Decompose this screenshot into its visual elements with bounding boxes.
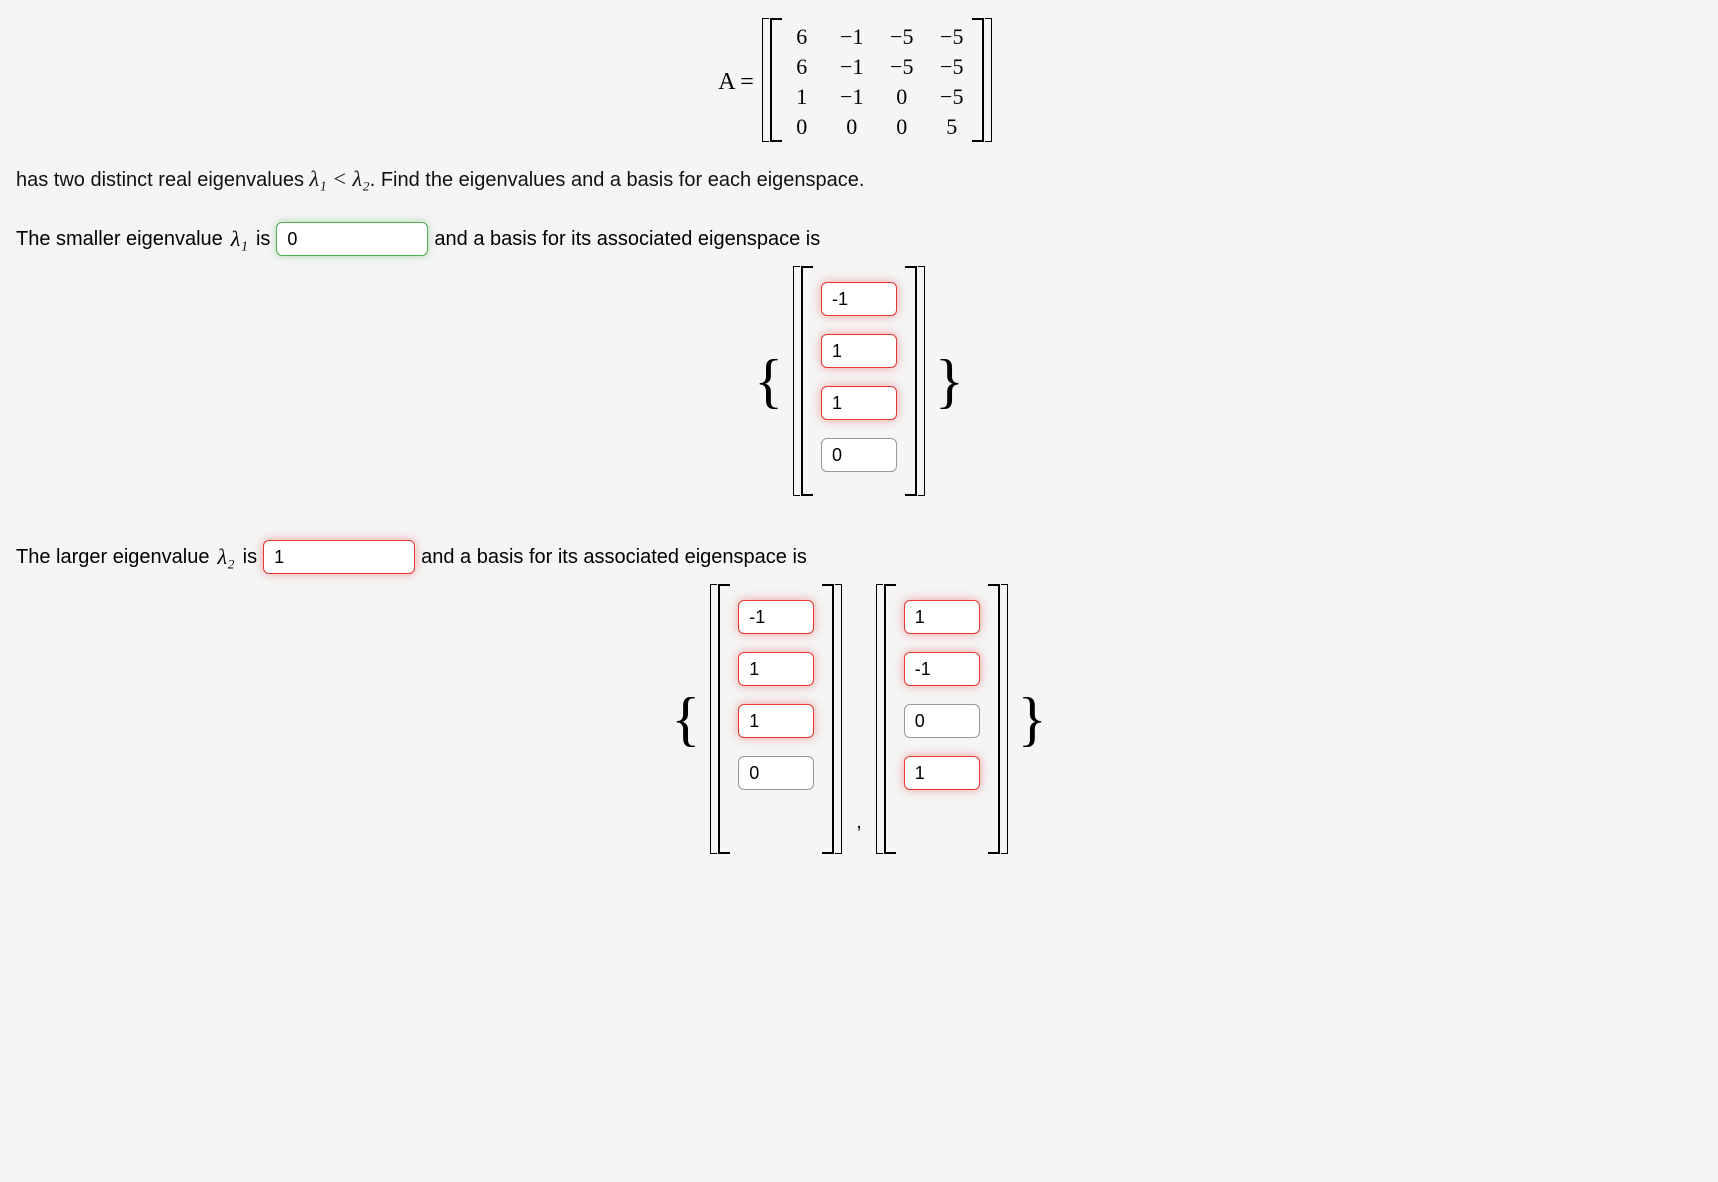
bracket-outer-right [836, 584, 842, 854]
basis-vector: -1 1 1 0 [708, 584, 844, 854]
matrix-cell: 6 [788, 24, 816, 50]
lambda1-line: The smaller eigenvalue λ₁ is 0 and a bas… [16, 222, 1702, 256]
vector-entry-input[interactable]: 0 [904, 704, 980, 738]
lambda2-pre: The larger eigenvalue [16, 546, 209, 569]
lambda1-mid: is [256, 228, 270, 251]
lambda1-post: and a basis for its associated eigenspac… [434, 228, 820, 251]
statement-relation: λ₁ < λ₂ [310, 166, 370, 191]
basis-vector: 1 -1 0 1 [874, 584, 1010, 854]
bracket-right [907, 266, 917, 496]
lambda2-basis: { -1 1 1 0, 1 -1 0 1} [16, 584, 1702, 854]
vector-column: 1 -1 0 1 [894, 584, 990, 854]
vector-entry-input[interactable]: -1 [738, 600, 814, 634]
matrix-cell: 1 [788, 84, 816, 110]
matrix-cell: −5 [938, 54, 966, 80]
matrix-cell: −1 [838, 84, 866, 110]
matrix-grid: 6−1−5−56−1−5−51−10−50005 [780, 18, 974, 146]
problem-page: A = 6−1−5−56−1−5−51−10−50005 has two dis… [0, 0, 1718, 1182]
vector-entry-input[interactable]: -1 [821, 282, 897, 316]
matrix-cell: 5 [938, 114, 966, 140]
matrix-cell: 0 [788, 114, 816, 140]
vector-entry-input[interactable]: 1 [738, 652, 814, 686]
matrix-cell: 0 [888, 84, 916, 110]
vector-column: -1 1 1 0 [811, 266, 907, 496]
brace-left: { [752, 351, 785, 411]
bracket-right [990, 584, 1000, 854]
lambda2-line: The larger eigenvalue λ₂ is 1 and a basi… [16, 540, 1702, 574]
matrix-cell: −5 [888, 24, 916, 50]
statement-post: . Find the eigenvalues and a basis for e… [370, 169, 865, 191]
bracket-outer-left [710, 584, 716, 854]
basis-vector: -1 1 1 0 [791, 266, 927, 496]
lambda1-input[interactable]: 0 [276, 222, 428, 256]
statement-pre: has two distinct real eigenvalues [16, 169, 310, 191]
brace-right: } [1016, 689, 1049, 749]
bracket-outer-right [986, 18, 992, 142]
matrix-cell: −1 [838, 54, 866, 80]
bracket-right [824, 584, 834, 854]
bracket-left [884, 584, 894, 854]
lambda1-pre: The smaller eigenvalue [16, 228, 223, 251]
matrix-equation: A = 6−1−5−56−1−5−51−10−50005 [16, 18, 1702, 146]
bracket-outer-left [762, 18, 768, 142]
vector-entry-input[interactable]: -1 [904, 652, 980, 686]
bracket-left [718, 584, 728, 854]
matrix-cell: 0 [888, 114, 916, 140]
matrix-cell: −5 [938, 84, 966, 110]
matrix-label: A = [718, 69, 754, 96]
bracket-left [770, 18, 780, 142]
brace-right: } [933, 351, 966, 411]
vector-entry-input[interactable]: 0 [738, 756, 814, 790]
matrix-cell: −1 [838, 24, 866, 50]
vector-entry-input[interactable]: 1 [821, 334, 897, 368]
matrix-cell: 0 [838, 114, 866, 140]
lambda2-mid: is [243, 546, 257, 569]
matrix-cell: 6 [788, 54, 816, 80]
bracket-outer-left [876, 584, 882, 854]
vector-column: -1 1 1 0 [728, 584, 824, 854]
bracket-right [974, 18, 984, 142]
lambda2-symbol: λ₂ [215, 544, 236, 570]
brace-left: { [669, 689, 702, 749]
bracket-outer-right [1002, 584, 1008, 854]
lambda2-post: and a basis for its associated eigenspac… [421, 546, 807, 569]
bracket-outer-left [793, 266, 799, 496]
vector-entry-input[interactable]: 1 [738, 704, 814, 738]
matrix-cell: −5 [938, 24, 966, 50]
problem-statement: has two distinct real eigenvalues λ₁ < λ… [16, 166, 1702, 192]
bracket-left [801, 266, 811, 496]
matrix-cell: −5 [888, 54, 916, 80]
matrix-A: 6−1−5−56−1−5−51−10−50005 [760, 18, 994, 146]
lambda1-symbol: λ₁ [229, 226, 250, 252]
vector-entry-input[interactable]: 1 [904, 600, 980, 634]
lambda1-basis: { -1 1 1 0} [16, 266, 1702, 496]
lambda2-input[interactable]: 1 [263, 540, 415, 574]
vector-entry-input[interactable]: 0 [821, 438, 897, 472]
vector-entry-input[interactable]: 1 [904, 756, 980, 790]
bracket-outer-right [919, 266, 925, 496]
separator-comma: , [850, 811, 868, 854]
vector-entry-input[interactable]: 1 [821, 386, 897, 420]
